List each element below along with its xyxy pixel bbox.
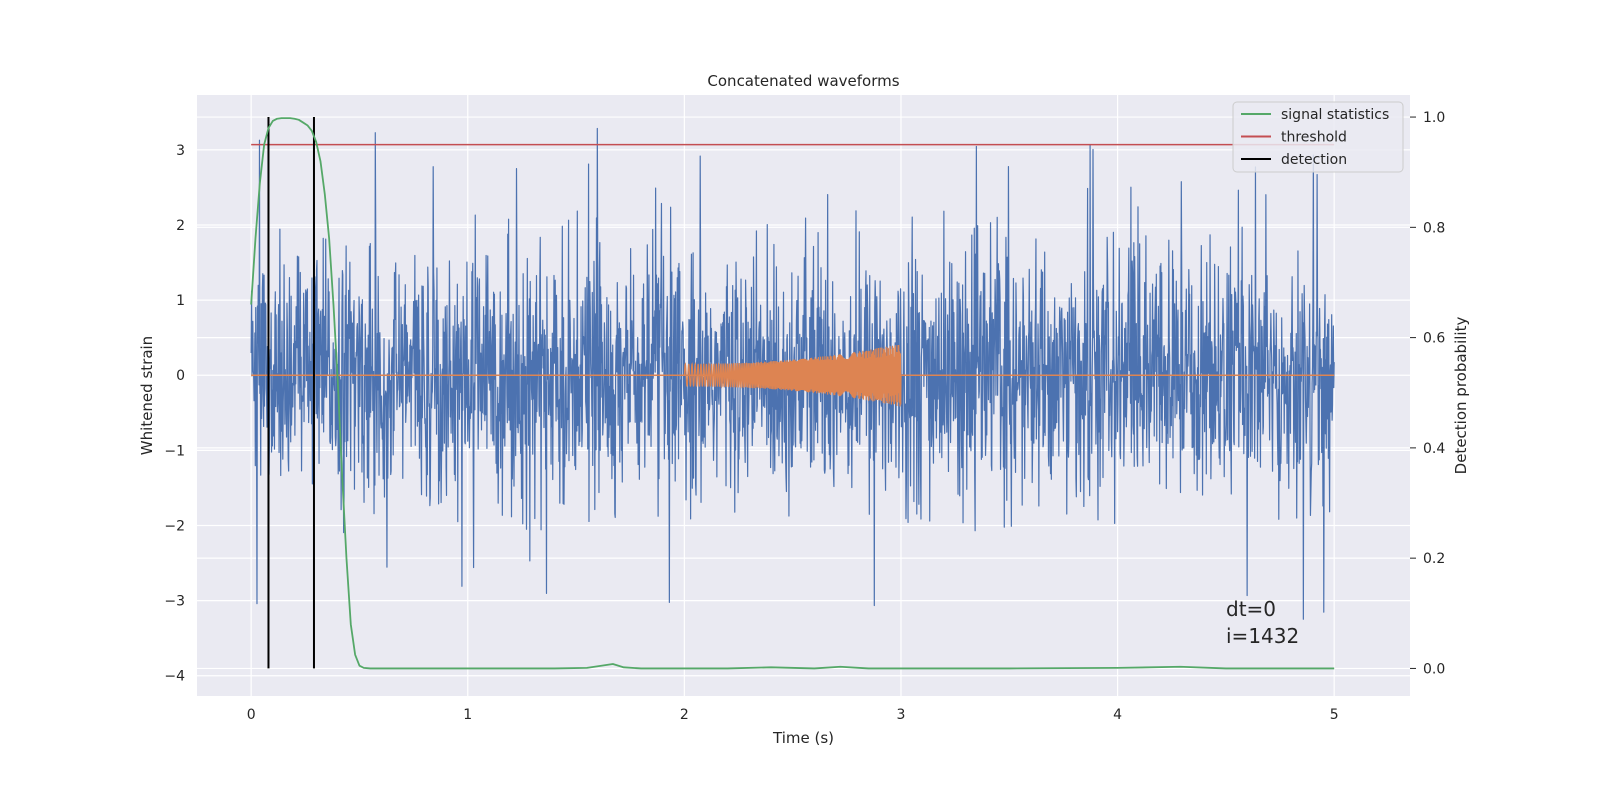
legend-box <box>1232 101 1404 173</box>
y-tick-label: −3 <box>164 594 185 610</box>
y-tick-label: 1 <box>176 293 185 309</box>
y2-tick-label: 0.0 <box>1423 661 1445 677</box>
y-axis-label: Whitened strain <box>138 336 156 455</box>
y2-tick-label: 1.0 <box>1423 110 1445 126</box>
x-tick-label: 5 <box>1330 707 1339 723</box>
x-tick-label: 1 <box>463 707 472 723</box>
y2-tick-label: 0.4 <box>1423 441 1445 457</box>
x-tick-label: 0 <box>247 707 256 723</box>
x-tick-label: 3 <box>897 707 906 723</box>
injected-signal-series <box>683 345 902 407</box>
signal-statistics-series <box>250 117 1335 670</box>
x-axis-label: Time (s) <box>772 729 834 747</box>
y2-tick-label: 0.2 <box>1423 551 1445 567</box>
x-tick-label: 2 <box>680 707 689 723</box>
series-layer <box>250 117 1335 670</box>
annotation-index: i=1432 <box>1226 624 1299 648</box>
y2-tick-label: 0.8 <box>1423 220 1445 236</box>
y-tick-label: −4 <box>164 669 185 685</box>
y-tick-label: −2 <box>164 518 185 534</box>
y-tick-label: 0 <box>176 368 185 384</box>
legend-label-threshold: threshold <box>1281 130 1347 146</box>
legend-label-signal-statistics: signal statistics <box>1281 107 1389 123</box>
chart-title: Concatenated waveforms <box>707 72 899 90</box>
legend-label-detection: detection <box>1281 152 1347 168</box>
y-tick-label: 3 <box>176 143 185 159</box>
y-tick-label: 2 <box>176 218 185 234</box>
y2-tick-label: 0.6 <box>1423 331 1445 347</box>
legend: signal statistics threshold detection <box>1232 101 1404 173</box>
x-tick-label: 4 <box>1113 707 1122 723</box>
y2-axis-label: Detection probability <box>1452 317 1470 475</box>
tick-layer: 0 1 2 3 4 5 −4 −3 −2 −1 0 1 2 3 0.0 0.2 0.4 0.6 0.8 1.0 <box>164 110 1445 723</box>
y-tick-label: −1 <box>164 443 185 459</box>
annotation-dt: dt=0 <box>1226 597 1276 621</box>
